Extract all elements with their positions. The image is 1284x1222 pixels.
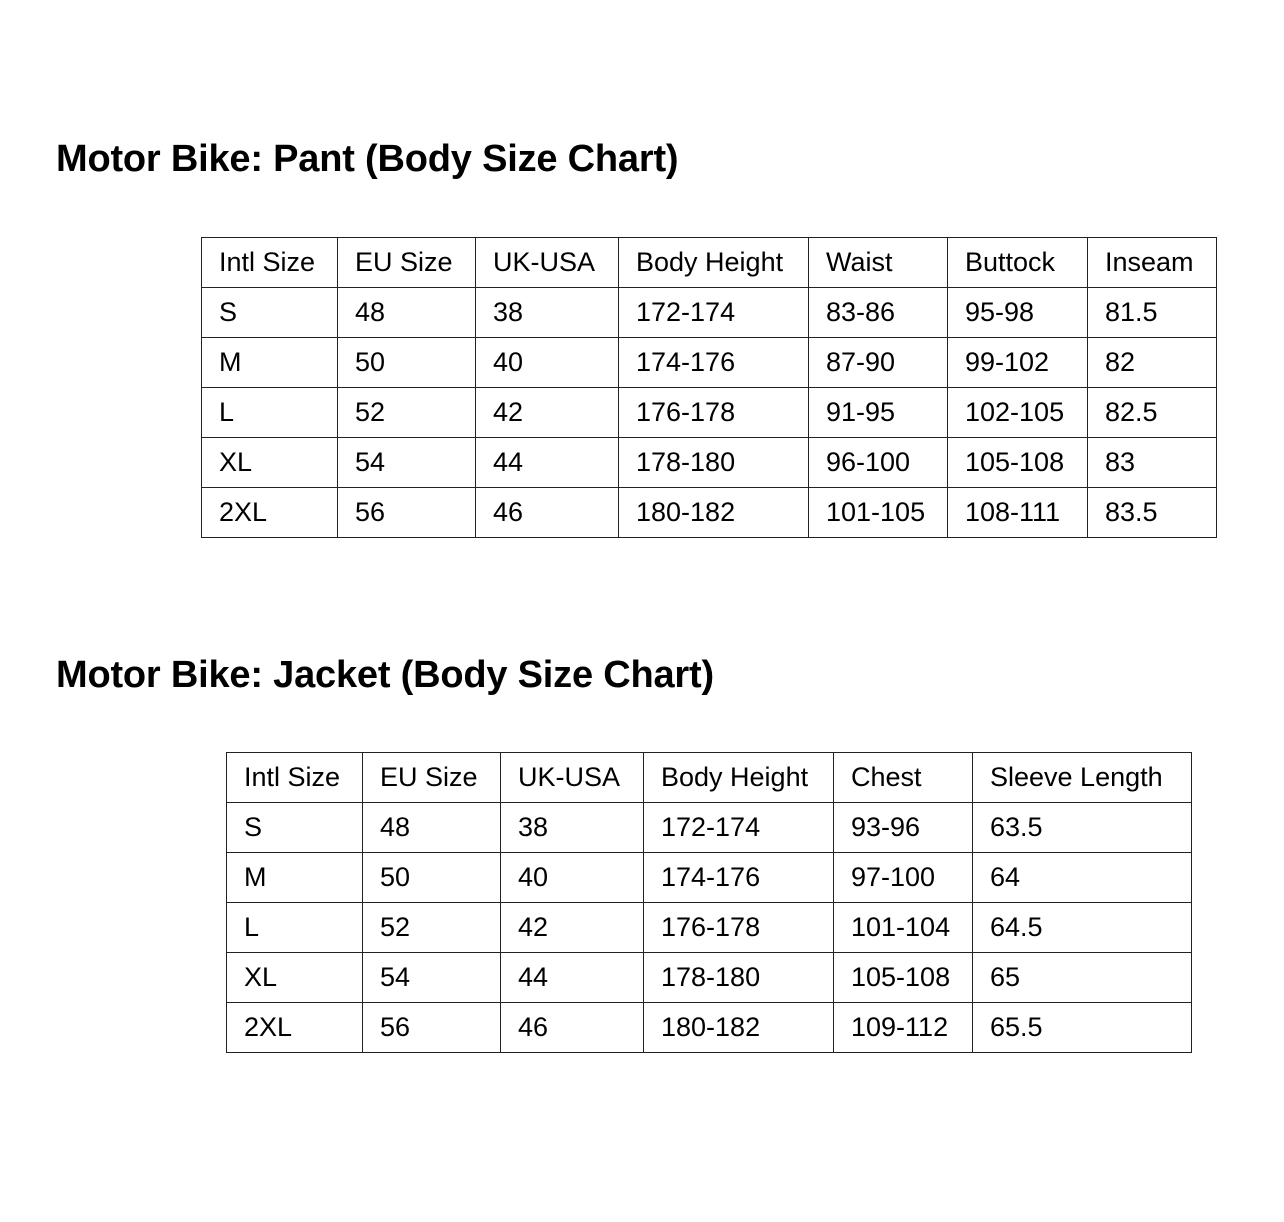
column-header: Intl Size [201,237,338,288]
table-cell: 81.5 [1087,287,1217,338]
table-row: S 48 38 172-174 83-86 95-98 81.5 [201,287,1217,338]
table-cell: S [226,802,363,853]
table-row: 2XL 56 46 180-182 109-112 65.5 [226,1002,1192,1053]
table-cell: 87-90 [808,337,948,388]
table-cell: XL [226,952,363,1003]
table-cell: 83.5 [1087,487,1217,538]
table-cell: L [201,387,338,438]
table-row: M 50 40 174-176 97-100 64 [226,852,1192,903]
table-cell: 176-178 [643,902,834,953]
column-header: Inseam [1087,237,1217,288]
table-cell: 56 [337,487,476,538]
table-cell: 52 [337,387,476,438]
table-cell: 91-95 [808,387,948,438]
table-cell: L [226,902,363,953]
table-cell: 108-111 [947,487,1088,538]
table-row: S 48 38 172-174 93-96 63.5 [226,802,1192,853]
table-cell: 172-174 [643,802,834,853]
table-cell: 178-180 [618,437,809,488]
table-cell: 48 [362,802,501,853]
column-header: UK-USA [475,237,619,288]
table-cell: 97-100 [833,852,973,903]
table-cell: 65 [972,952,1192,1003]
jacket-chart-title: Motor Bike: Jacket (Body Size Chart) [56,654,714,696]
column-header: Body Height [618,237,809,288]
table-cell: 105-108 [947,437,1088,488]
column-header: EU Size [337,237,476,288]
table-cell: 176-178 [618,387,809,438]
column-header: Sleeve Length [972,752,1192,803]
pant-size-table: Intl Size EU Size UK-USA Body Height Waist Bu… [201,237,1217,538]
table-cell: M [226,852,363,903]
table-cell: 178-180 [643,952,834,1003]
table-cell: 174-176 [643,852,834,903]
table-cell: 40 [500,852,644,903]
table-cell: 2XL [201,487,338,538]
column-header: UK-USA [500,752,644,803]
table-row: L 52 42 176-178 101-104 64.5 [226,902,1192,953]
column-header: EU Size [362,752,501,803]
table-cell: 96-100 [808,437,948,488]
table-cell: 101-104 [833,902,973,953]
table-cell: 109-112 [833,1002,973,1053]
table-cell: 54 [362,952,501,1003]
table-cell: 82 [1087,337,1217,388]
table-cell: 56 [362,1002,501,1053]
table-cell: 101-105 [808,487,948,538]
table-cell: 180-182 [643,1002,834,1053]
header-row: Intl Size EU Size UK-USA Body Height Waist Bu… [201,237,1217,288]
table-cell: 46 [500,1002,644,1053]
column-header: Chest [833,752,973,803]
table-row: XL 54 44 178-180 96-100 105-108 83 [201,437,1217,488]
jacket-size-table: Intl Size EU Size UK-USA Body Height Chest Sl… [226,752,1192,1053]
column-header: Intl Size [226,752,363,803]
table-row: L 52 42 176-178 91-95 102-105 82.5 [201,387,1217,438]
table-row: XL 54 44 178-180 105-108 65 [226,952,1192,1003]
table-cell: 180-182 [618,487,809,538]
table-cell: 99-102 [947,337,1088,388]
table-cell: 64.5 [972,902,1192,953]
pant-chart-title: Motor Bike: Pant (Body Size Chart) [56,138,679,180]
table-cell: 38 [475,287,619,338]
table-cell: 38 [500,802,644,853]
table-cell: 40 [475,337,619,388]
table-row: 2XL 56 46 180-182 101-105 108-111 83.5 [201,487,1217,538]
table-cell: 102-105 [947,387,1088,438]
table-cell: 83-86 [808,287,948,338]
header-row: Intl Size EU Size UK-USA Body Height Chest Sl… [226,752,1192,803]
table-cell: 46 [475,487,619,538]
table-cell: 172-174 [618,287,809,338]
table-cell: 44 [500,952,644,1003]
table-cell: 48 [337,287,476,338]
column-header: Buttock [947,237,1088,288]
table-cell: 93-96 [833,802,973,853]
table-cell: 44 [475,437,619,488]
column-header: Body Height [643,752,834,803]
table-cell: 105-108 [833,952,973,1003]
table-cell: M [201,337,338,388]
table-cell: 42 [500,902,644,953]
table-cell: 50 [337,337,476,388]
table-cell: 2XL [226,1002,363,1053]
table-cell: 83 [1087,437,1217,488]
table-cell: 42 [475,387,619,438]
table-cell: 54 [337,437,476,488]
table-cell: 63.5 [972,802,1192,853]
table-cell: S [201,287,338,338]
table-cell: 82.5 [1087,387,1217,438]
table-row: M 50 40 174-176 87-90 99-102 82 [201,337,1217,388]
table-cell: 50 [362,852,501,903]
column-header: Waist [808,237,948,288]
table-cell: 95-98 [947,287,1088,338]
table-cell: 52 [362,902,501,953]
table-cell: 64 [972,852,1192,903]
table-cell: XL [201,437,338,488]
table-cell: 65.5 [972,1002,1192,1053]
table-cell: 174-176 [618,337,809,388]
